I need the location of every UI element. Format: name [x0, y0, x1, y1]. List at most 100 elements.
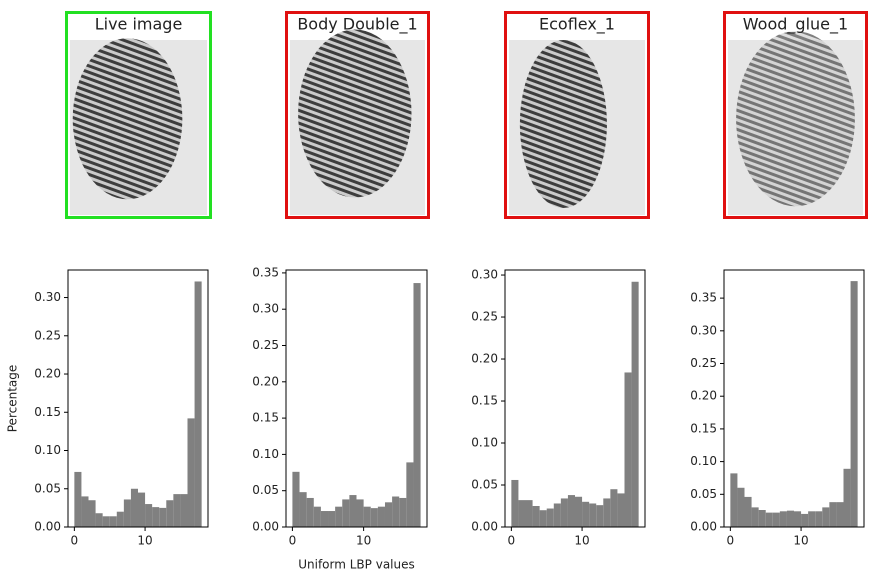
- histogram-bar: [187, 418, 195, 527]
- axes-frame: [723, 269, 865, 528]
- histogram-bar: [850, 281, 858, 527]
- histogram-bar: [610, 489, 618, 527]
- x-tick-label: 0: [289, 534, 297, 548]
- histogram-bar: [836, 502, 844, 527]
- y-tick-label: 0.25: [471, 310, 498, 324]
- y-tick-label: 0.20: [34, 367, 61, 381]
- histogram-bar: [356, 499, 364, 527]
- x-tick-label: 0: [727, 534, 735, 548]
- histogram-bar: [145, 504, 153, 527]
- histogram-bar: [130, 488, 138, 527]
- fingerprint: [519, 40, 607, 208]
- y-tick-label: 0.25: [34, 328, 61, 342]
- y-tick-label: 0.35: [690, 291, 717, 305]
- histogram-bar: [525, 500, 533, 527]
- histogram-bar: [567, 495, 575, 527]
- histogram-bar: [575, 496, 583, 527]
- histogram-bar: [822, 507, 830, 527]
- histogram-bar: [413, 283, 421, 527]
- histogram-bar: [560, 498, 568, 527]
- axes-frame: [67, 269, 209, 528]
- histogram-bar: [596, 505, 604, 527]
- histogram-bar: [123, 499, 131, 527]
- x-tick-label: 0: [508, 534, 516, 548]
- histogram-bar: [406, 462, 414, 527]
- y-tick-label: 0.15: [34, 405, 61, 419]
- y-tick-label: 0.15: [471, 394, 498, 408]
- y-tick-label: 0.25: [690, 356, 717, 370]
- histogram-bar: [815, 511, 823, 527]
- histogram-bar: [744, 496, 752, 527]
- y-tick-label: 0.20: [252, 374, 279, 388]
- fingerprint: [298, 29, 412, 198]
- histogram-bar: [116, 511, 124, 527]
- histogram-bar: [292, 471, 300, 527]
- fingerprint: [736, 31, 855, 207]
- image-title: Wood_glue_1: [743, 15, 848, 35]
- fingerprint: [72, 38, 183, 200]
- histogram-bar: [730, 473, 738, 527]
- histogram-bar: [377, 506, 385, 527]
- histogram-bar: [138, 492, 146, 527]
- histogram-bar: [546, 508, 554, 527]
- histogram-bar: [808, 511, 816, 527]
- histogram-bar: [779, 511, 787, 527]
- y-tick-label: 0.00: [690, 520, 717, 534]
- y-tick-label: 0.05: [252, 483, 279, 497]
- histogram-bar: [74, 471, 82, 527]
- histogram-bar: [589, 503, 597, 527]
- histogram-bar: [320, 511, 329, 527]
- histogram-bar: [518, 500, 526, 527]
- y-tick-label: 0.00: [252, 520, 279, 534]
- x-tick-label: 10: [793, 534, 808, 548]
- y-tick-label: 0.15: [690, 421, 717, 435]
- histogram-bar: [399, 497, 407, 527]
- y-tick-label: 0.25: [252, 338, 279, 352]
- histogram-bar: [511, 479, 519, 527]
- y-tick-label: 0.00: [471, 520, 498, 534]
- histogram-bar: [102, 516, 110, 527]
- image-title: Body Double_1: [297, 15, 417, 35]
- histogram-bar: [801, 513, 809, 527]
- histogram-bar: [152, 507, 160, 527]
- y-tick-label: 0.10: [252, 447, 279, 461]
- y-tick-label: 0.20: [690, 389, 717, 403]
- y-tick-label: 0.35: [252, 265, 279, 279]
- image-title: Ecoflex_1: [539, 15, 615, 35]
- histogram-bar: [751, 507, 759, 527]
- histogram-bar: [166, 500, 174, 527]
- y-tick-label: 0.10: [34, 443, 61, 457]
- y-tick-label: 0.30: [471, 268, 498, 282]
- histogram-bar: [794, 511, 802, 527]
- y-tick-label: 0.10: [471, 436, 498, 450]
- y-tick-label: 0.00: [34, 520, 61, 534]
- histogram-bar: [758, 509, 766, 527]
- histogram-bar: [370, 508, 378, 527]
- histogram-bar: [582, 501, 590, 527]
- histogram-bar: [342, 499, 350, 527]
- histogram-bar: [392, 496, 400, 527]
- histogram-bar: [306, 497, 314, 527]
- histogram-bar: [532, 506, 540, 527]
- y-tick-label: 0.30: [252, 302, 279, 316]
- histogram-bar: [765, 512, 773, 527]
- image-title: Live image: [95, 15, 183, 34]
- histogram-bar: [328, 511, 336, 527]
- histogram-bar: [109, 516, 117, 527]
- histogram-bar: [81, 496, 89, 527]
- axes-frame: [504, 269, 646, 528]
- y-tick-label: 0.20: [471, 352, 498, 366]
- histogram-bar: [617, 493, 625, 527]
- histogram-bar: [603, 498, 611, 527]
- x-tick-label: 10: [356, 534, 371, 548]
- histogram-bar: [159, 507, 167, 527]
- histogram-bar: [299, 492, 307, 527]
- histogram-bar: [539, 510, 547, 527]
- histogram-bar: [843, 468, 851, 527]
- histogram-bar: [772, 512, 780, 527]
- histogram-bar: [786, 510, 794, 527]
- x-tick-label: 10: [574, 534, 589, 548]
- histogram-bar: [88, 500, 96, 527]
- histogram-bar: [335, 506, 343, 527]
